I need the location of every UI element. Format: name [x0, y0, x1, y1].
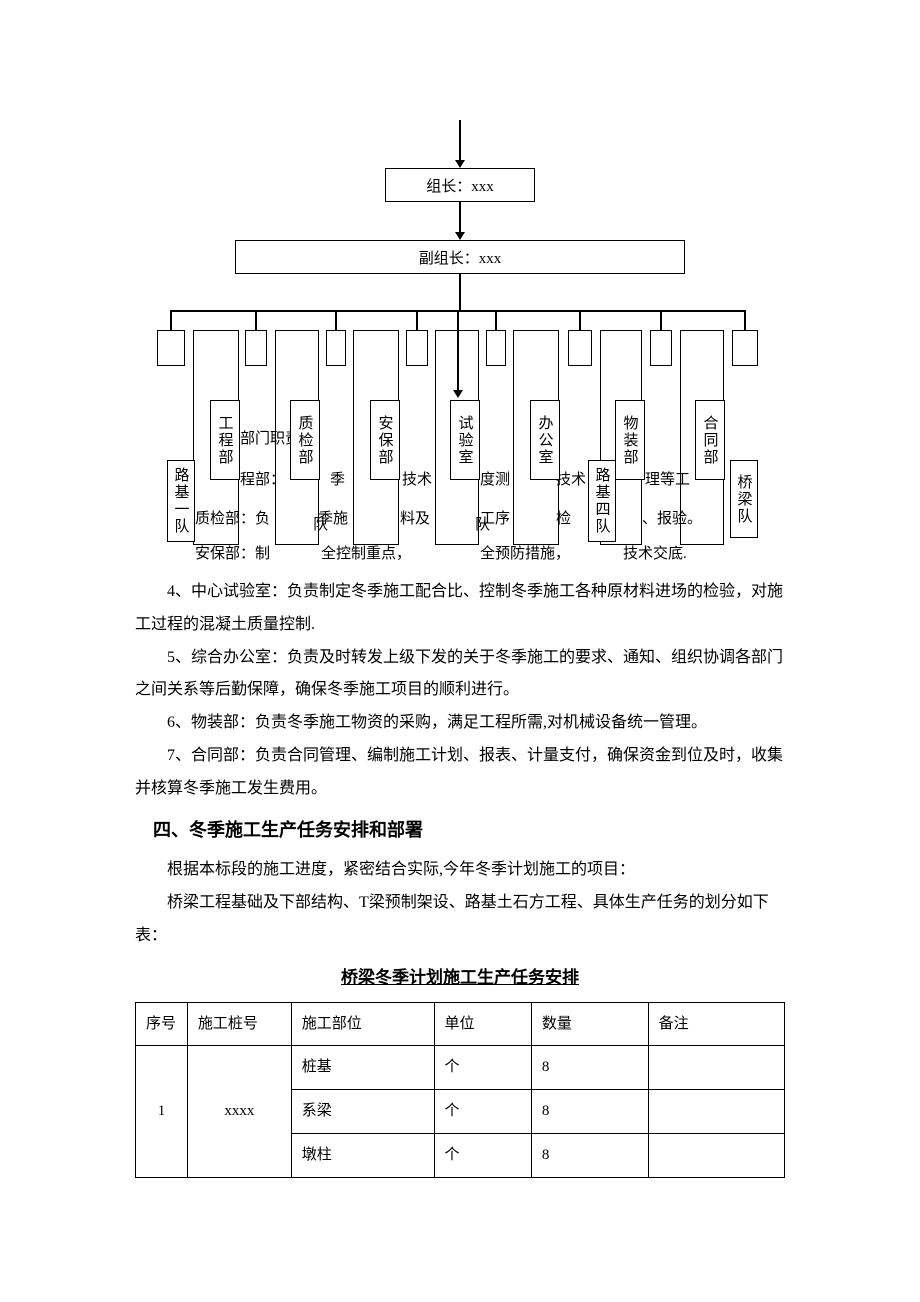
team-node: 桥梁队	[730, 460, 758, 538]
small-box	[157, 330, 185, 366]
overlay-text: 度测	[480, 473, 510, 488]
chart-line	[170, 310, 172, 330]
para-8: 根据本标段的施工进度，紧密结合实际,今年冬季计划施工的项目：	[135, 854, 785, 887]
small-box	[732, 330, 758, 366]
small-box	[568, 330, 592, 366]
root-node: 组长：xxx	[385, 168, 535, 202]
schedule-table: 序号施工桩号施工部位单位数量备注 1xxxx桩基个8系梁个8墩柱个8	[135, 1002, 785, 1178]
table-header-cell: 数量	[531, 1002, 648, 1046]
table-header-cell: 施工桩号	[187, 1002, 291, 1046]
table-header-cell: 单位	[434, 1002, 531, 1046]
para-7: 7、合同部：负责合同管理、编制施工计划、报表、计量支付，确保资金到位及时，收集并…	[135, 740, 785, 806]
para-5: 5、综合办公室：负责及时转发上级下发的关于冬季施工的要求、通知、组织协调各部门之…	[135, 642, 785, 708]
chart-line	[579, 310, 581, 330]
para-9: 桥梁工程基础及下部结构、T梁预制架设、路基土石方工程、具体生产任务的划分如下表：	[135, 887, 785, 953]
overlay-text: 、报验。	[642, 512, 702, 527]
overlay-text: 安保部：制	[195, 547, 270, 562]
dept-node: 质检部	[290, 400, 320, 480]
chart-line	[457, 310, 459, 390]
cell-seq: 1	[136, 1046, 188, 1177]
page: 组长：xxx 副组长：xxx 工程部 质检部 安保部 试验室 办公室 物装部 合同部路基一队 路基…	[0, 0, 920, 1302]
cell-unit: 个	[434, 1046, 531, 1090]
cell-unit: 个	[434, 1133, 531, 1177]
table-title: 桥梁冬季计划施工生产任务安排	[135, 961, 785, 996]
overlay-text: 全控制重点，	[321, 547, 411, 562]
chart-line	[744, 310, 746, 330]
chart-line	[335, 310, 337, 330]
overlay-text: 程部：	[240, 473, 285, 488]
overlay-text: 全预防措施，	[480, 547, 570, 562]
overlay-text: 队	[475, 518, 490, 533]
cell-qty: 8	[531, 1046, 648, 1090]
cell-pile: xxxx	[187, 1046, 291, 1177]
chart-line	[459, 202, 461, 232]
table-header-cell: 施工部位	[291, 1002, 434, 1046]
chart-line	[660, 310, 662, 330]
dept-node: 物装部	[615, 400, 645, 480]
chart-line	[459, 120, 461, 160]
overlay-text: 理等工	[645, 473, 690, 488]
overlay-text: 技术	[402, 473, 432, 488]
cell-note	[648, 1046, 784, 1090]
team-node: 路基一队	[167, 460, 195, 542]
org-chart: 组长：xxx 副组长：xxx 工程部 质检部 安保部 试验室 办公室 物装部 合同部路基一队 路基…	[0, 0, 920, 570]
cell-note	[648, 1133, 784, 1177]
chart-line	[495, 310, 497, 330]
cell-part: 系梁	[291, 1090, 434, 1134]
dept-node: 试验室	[450, 400, 480, 480]
chart-line	[416, 310, 418, 330]
overlay-text: 技术	[556, 473, 586, 488]
overlay-text: 质检部：负	[195, 512, 270, 527]
overlay-text: 技术交底.	[623, 547, 687, 562]
body-text: 4、中心试验室：负责制定冬季施工配合比、控制冬季施工各种原材料进场的检验，对施工…	[135, 576, 785, 1178]
arrow-icon	[455, 160, 465, 168]
small-box	[326, 330, 346, 366]
dept-node: 合同部	[695, 400, 725, 480]
small-box	[650, 330, 672, 366]
overlay-text: 检	[556, 512, 571, 527]
overlay-text: 料及	[400, 512, 430, 527]
chart-line	[255, 310, 257, 330]
dept-node: 工程部	[210, 400, 240, 480]
overlay-text: 季	[330, 473, 345, 488]
cell-part: 桩基	[291, 1046, 434, 1090]
small-box	[245, 330, 267, 366]
table-row: 1xxxx桩基个8	[136, 1046, 785, 1090]
table-header-row: 序号施工桩号施工部位单位数量备注	[136, 1002, 785, 1046]
dept-node: 安保部	[370, 400, 400, 480]
section-4-heading: 四、冬季施工生产任务安排和部署	[135, 812, 785, 849]
small-box	[406, 330, 428, 366]
cell-qty: 8	[531, 1133, 648, 1177]
arrow-icon	[455, 232, 465, 240]
small-box	[486, 330, 506, 366]
cell-unit: 个	[434, 1090, 531, 1134]
para-4: 4、中心试验室：负责制定冬季施工配合比、控制冬季施工各种原材料进场的检验，对施工…	[135, 576, 785, 642]
para-6: 6、物装部：负责冬季施工物资的采购，满足工程所需,对机械设备统一管理。	[135, 707, 785, 740]
team-node: 路基四队	[588, 460, 616, 542]
overlay-text: 队	[313, 518, 328, 533]
cell-part: 墩柱	[291, 1133, 434, 1177]
table-header-cell: 备注	[648, 1002, 784, 1046]
cell-qty: 8	[531, 1090, 648, 1134]
chart-line	[459, 274, 461, 310]
table-header-cell: 序号	[136, 1002, 188, 1046]
cell-note	[648, 1090, 784, 1134]
arrow-icon	[453, 390, 463, 398]
sub-node: 副组长：xxx	[235, 240, 685, 274]
dept-node: 办公室	[530, 400, 560, 480]
